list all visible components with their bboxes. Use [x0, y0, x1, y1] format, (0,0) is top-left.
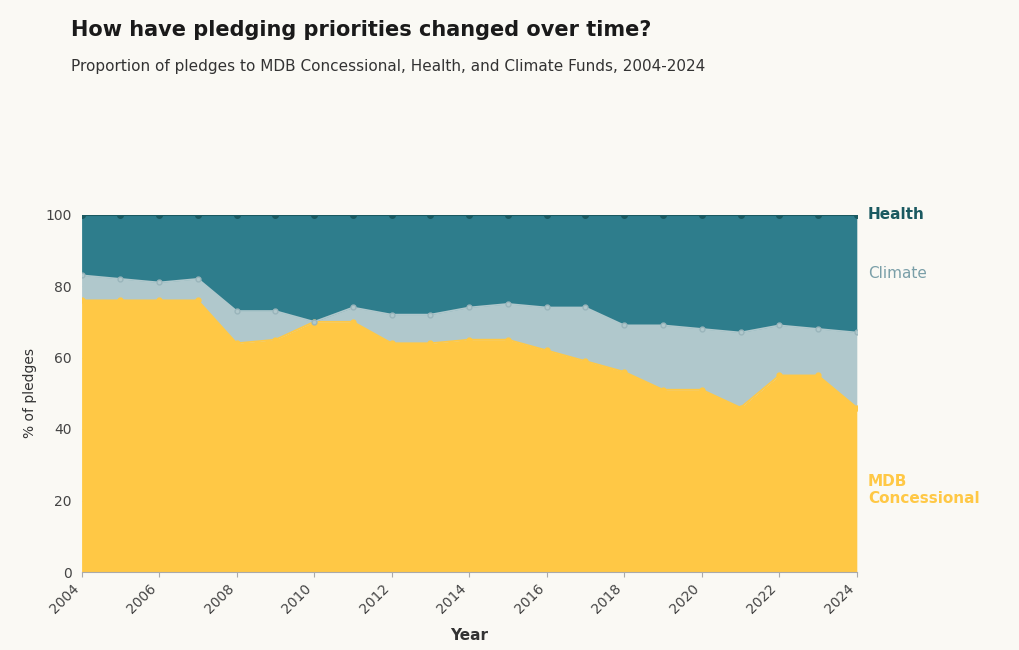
Text: Climate: Climate — [867, 266, 926, 281]
Text: How have pledging priorities changed over time?: How have pledging priorities changed ove… — [71, 20, 651, 40]
Y-axis label: % of pledges: % of pledges — [23, 348, 37, 438]
Text: MDB
Concessional: MDB Concessional — [867, 474, 978, 506]
Text: Health: Health — [867, 207, 924, 222]
X-axis label: Year: Year — [449, 628, 488, 643]
Text: Proportion of pledges to MDB Concessional, Health, and Climate Funds, 2004-2024: Proportion of pledges to MDB Concessiona… — [71, 58, 705, 73]
